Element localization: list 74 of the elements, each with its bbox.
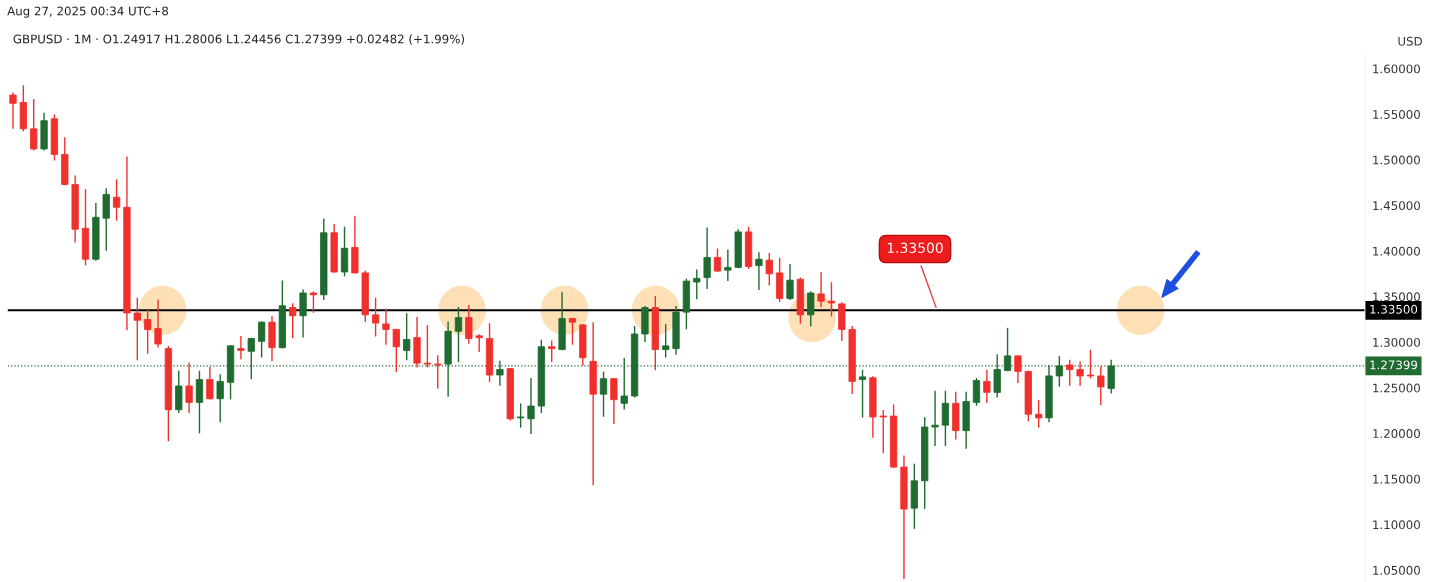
y-tick-label: 1.35000 xyxy=(1373,292,1420,302)
candlestick xyxy=(1097,366,1105,405)
candlestick xyxy=(713,248,722,272)
candlestick xyxy=(454,306,463,363)
candlestick xyxy=(340,226,349,277)
candlestick xyxy=(568,317,577,345)
y-axis-title: USD xyxy=(1398,36,1422,46)
candlestick xyxy=(382,308,390,345)
candlestick xyxy=(309,291,318,313)
candlestick xyxy=(258,321,266,358)
candlestick xyxy=(392,328,400,373)
candlestick xyxy=(112,179,121,221)
ref-line-label: 1.33500 xyxy=(1370,304,1418,314)
y-tick-label: 1.50000 xyxy=(1373,155,1420,165)
candlestick xyxy=(133,297,141,361)
candlestick xyxy=(237,336,245,360)
chart-title: GBPUSD · 1M · O1.24917 H1.28006 L1.24456 C1.27399 +0.02482 (+1.99%) xyxy=(13,34,465,45)
text: Aug 27, 2025 00:34 UTC+8 xyxy=(7,6,169,18)
candlestick xyxy=(195,370,204,434)
y-tick-label: 1.10000 xyxy=(1373,520,1420,530)
y-tick-label: 1.55000 xyxy=(1373,109,1420,119)
y-tick-label: 1.20000 xyxy=(1373,429,1420,439)
candlestick xyxy=(807,291,815,327)
annotation: 1.33500 xyxy=(887,242,943,254)
candlestick xyxy=(599,371,608,417)
y-tick-label: 1.15000 xyxy=(1373,474,1420,484)
candlestick xyxy=(755,252,763,291)
y-tick-label: 1.60000 xyxy=(1373,64,1420,74)
candlestick xyxy=(465,305,473,344)
y-tick-label: 1.30000 xyxy=(1373,337,1420,347)
candlestick xyxy=(827,282,836,317)
candlestick xyxy=(299,289,307,338)
candlestick xyxy=(1066,359,1074,386)
candlestick xyxy=(1076,361,1084,386)
candlestick xyxy=(548,340,556,363)
candlestick xyxy=(423,325,432,368)
candlestick xyxy=(1014,355,1022,384)
candlestick xyxy=(206,367,214,400)
candlestick xyxy=(434,355,442,389)
candlestick xyxy=(216,374,224,423)
candlestick xyxy=(1086,349,1095,379)
candlestick xyxy=(693,269,701,300)
candlestick xyxy=(765,253,773,286)
candlestick xyxy=(1035,399,1043,428)
candlestick xyxy=(102,188,110,251)
candlestick xyxy=(703,227,711,290)
y-tick-label: 1.40000 xyxy=(1373,246,1420,256)
y-tick-label: 1.05000 xyxy=(1373,565,1420,575)
candlestick xyxy=(475,334,483,353)
candlestick xyxy=(724,249,732,281)
candlestick xyxy=(858,369,867,418)
candlestick xyxy=(9,92,17,129)
candlestick xyxy=(371,297,380,337)
y-tick-label: 1.45000 xyxy=(1373,201,1420,211)
candlestick xyxy=(879,409,887,454)
candlestick xyxy=(941,390,950,446)
candlestick xyxy=(289,303,297,339)
candlestick xyxy=(144,309,152,354)
candlestick xyxy=(662,324,670,358)
candlestick xyxy=(983,369,991,404)
candlestick xyxy=(175,370,183,414)
candlestick xyxy=(185,362,193,414)
candlestick xyxy=(786,264,794,301)
ref-line-label: 1.27399 xyxy=(1370,360,1418,370)
candlestick xyxy=(403,313,411,361)
candlestick xyxy=(972,377,981,406)
y-tick-label: 1.25000 xyxy=(1373,383,1420,393)
candlestick xyxy=(610,377,618,425)
candlestick xyxy=(30,98,38,151)
candlestick xyxy=(154,299,162,348)
candlestick xyxy=(931,390,939,446)
candlestick xyxy=(527,377,535,435)
candlestick xyxy=(517,403,525,428)
candlestick xyxy=(817,272,825,308)
